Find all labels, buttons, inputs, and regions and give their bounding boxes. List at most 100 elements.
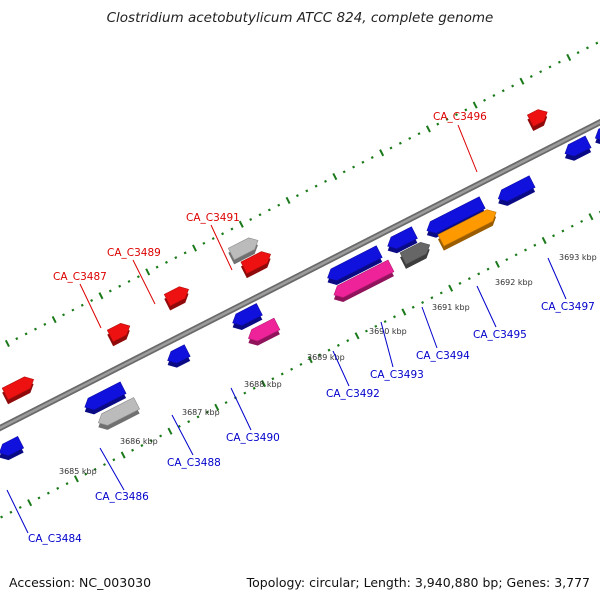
dot-outer: [492, 94, 496, 98]
dot-outer: [417, 132, 421, 136]
dot-outer: [585, 46, 589, 50]
dot-outer: [464, 108, 468, 112]
gene-label: CA_C3495: [473, 329, 527, 341]
gene-box: [167, 344, 191, 364]
gene-leader-line: [332, 350, 350, 387]
gene-label: CA_C3487: [53, 271, 107, 283]
dot-inner: [73, 475, 79, 483]
dot-outer: [62, 313, 66, 317]
dot-inner: [430, 296, 434, 300]
gene-box: [84, 381, 127, 411]
dot-outer: [454, 113, 458, 117]
gene-box: [594, 128, 600, 140]
dot-outer: [98, 292, 104, 300]
dot-outer: [202, 241, 206, 245]
gene-leader-line: [230, 387, 252, 431]
dot-outer: [305, 189, 309, 193]
dot-inner: [93, 467, 97, 471]
gene-label: CA_C3486: [95, 491, 149, 503]
gene-label: CA_C3492: [326, 388, 380, 400]
dot-inner: [458, 281, 462, 285]
dot-outer: [501, 89, 505, 93]
dot-outer: [576, 51, 580, 55]
dot-inner: [103, 463, 106, 467]
dot-inner: [196, 415, 200, 419]
gene-labels: CA_C3484 CA_C3486 CA_C3487 CA_C3488 CA_C3489…: [6, 111, 595, 545]
dot-inner: [261, 379, 267, 388]
gene-leader-line: [210, 224, 233, 271]
dot-outer: [249, 217, 253, 221]
dot-inner: [411, 305, 415, 309]
dot-outer: [566, 53, 572, 61]
dot-outer: [80, 303, 84, 307]
dot-inner: [448, 284, 454, 292]
dot-inner: [486, 267, 490, 271]
scale-tick-label: 3686 kbp: [120, 437, 158, 446]
gene-label: CA_C3491: [186, 212, 240, 224]
dot-outer: [314, 184, 318, 188]
gene-leader-line: [457, 124, 478, 173]
gene-box: [526, 109, 548, 127]
backbone-inner: [0, 120, 600, 430]
gene-box: [227, 237, 259, 261]
dot-outer: [155, 265, 159, 269]
dot-inner: [552, 234, 556, 238]
dot-outer: [361, 160, 365, 164]
dot-outer: [43, 322, 47, 326]
dot-outer: [238, 220, 244, 228]
dot-outer: [539, 70, 543, 74]
dot-tracks: [0, 41, 600, 519]
dot-outer: [425, 125, 431, 133]
dot-outer: [557, 60, 561, 64]
gene-box: [333, 259, 395, 298]
dot-outer: [408, 136, 412, 140]
dot-outer: [118, 284, 122, 288]
dot-inner: [140, 444, 144, 447]
dot-inner: [570, 224, 574, 228]
dot-inner: [149, 439, 153, 443]
dot-outer: [71, 308, 75, 312]
dot-inner: [224, 401, 228, 405]
dot-inner: [159, 434, 163, 438]
scale-tick-label: 3688 kbp: [244, 380, 282, 389]
gene-box: [163, 286, 189, 307]
dot-inner: [580, 219, 584, 223]
gene-leader-line: [99, 447, 125, 491]
dot-inner: [467, 277, 471, 281]
gene-label: CA_C3494: [416, 350, 470, 362]
dot-outer: [24, 332, 28, 336]
dot-outer: [548, 65, 552, 69]
dot-outer: [4, 339, 10, 347]
dot-inner: [37, 496, 41, 500]
dot-outer: [221, 232, 225, 236]
dot-inner: [177, 424, 181, 428]
genome-backbone: [0, 118, 600, 432]
dot-outer: [174, 256, 178, 260]
gene-box: [1, 376, 35, 401]
gene-label: CA_C3489: [107, 247, 161, 259]
gene-leader-line: [421, 306, 438, 349]
dot-outer: [389, 146, 393, 150]
dot-outer: [230, 227, 234, 231]
dot-inner: [9, 510, 13, 514]
dot-outer: [483, 98, 487, 102]
dot-outer: [370, 156, 374, 159]
dot-inner: [354, 332, 360, 340]
gene-box: [564, 135, 592, 157]
dot-outer: [529, 74, 533, 78]
dot-inner: [27, 499, 33, 507]
map-title: Clostridium acetobutylicum ATCC 824, com…: [106, 10, 494, 26]
dot-inner: [307, 356, 313, 364]
scale-tick-label: 3691 kbp: [432, 303, 470, 312]
gene-label: CA_C3488: [167, 457, 221, 469]
dot-outer: [285, 196, 291, 204]
gene-leader-line: [79, 283, 102, 329]
dot-inner: [505, 258, 509, 262]
dot-inner: [401, 308, 407, 316]
scale-tick-label: 3692 kbp: [495, 278, 533, 287]
gene-leader-line: [476, 285, 497, 328]
gene-box: [387, 226, 418, 250]
dot-outer: [379, 149, 385, 157]
scale-ticks: 3685 kbp 3686 kbp 3687 kbp 3688 kbp 3689 kbp…: [59, 253, 597, 476]
gene-leader-line: [547, 257, 567, 300]
